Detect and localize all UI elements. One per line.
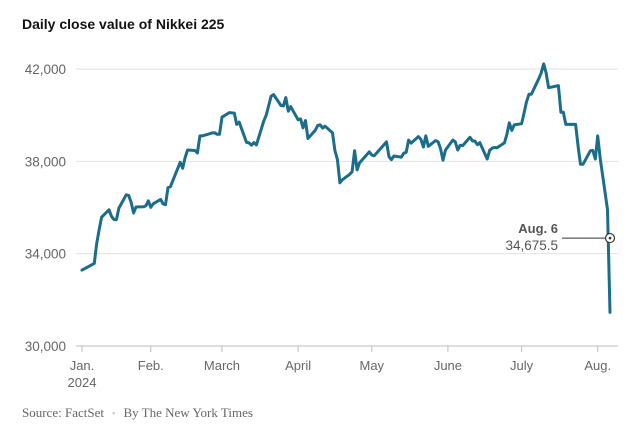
x-tick-label: March — [204, 358, 240, 373]
series-layer — [80, 62, 612, 314]
x-tick-label: July — [510, 358, 534, 373]
x-tick-label: April — [285, 358, 311, 373]
series-line — [80, 62, 612, 314]
x-tick-label: June — [434, 358, 462, 373]
annotation-value: 34,675.5 — [505, 238, 558, 253]
x-tick-sublabel: 2024 — [68, 375, 97, 390]
y-tick-label: 30,000 — [25, 339, 66, 354]
x-tick-label: Feb. — [138, 358, 164, 373]
x-tick-label: May — [360, 358, 385, 373]
annotation-marker-dot — [608, 236, 612, 240]
x-tick-label: Aug. — [584, 358, 611, 373]
chart-footer: Source: FactSet • By The New York Times — [22, 405, 253, 421]
gridlines — [76, 68, 618, 347]
y-axis-ticks: 42,000 38,000 34,000 30,000 — [25, 62, 66, 354]
y-tick-label: 34,000 — [25, 247, 66, 262]
x-tick-label: Jan. — [70, 358, 95, 373]
x-axis-ticks: Jan. 2024 Feb. March April May June July Aug. — [68, 346, 611, 390]
annotation-label: Aug. 6 — [518, 221, 558, 236]
line-chart: 42,000 38,000 34,000 30,000 Jan. 2024 Feb. Mar… — [25, 62, 618, 390]
credit-text: By The New York Times — [123, 405, 253, 420]
y-tick-label: 42,000 — [25, 62, 66, 77]
source-text: Source: FactSet — [22, 405, 104, 420]
annotation: Aug. 6 34,675.5 — [505, 221, 616, 253]
chart-title: Daily close value of Nikkei 225 — [22, 16, 225, 32]
y-tick-label: 38,000 — [25, 154, 66, 169]
footer-separator: • — [111, 409, 116, 420]
